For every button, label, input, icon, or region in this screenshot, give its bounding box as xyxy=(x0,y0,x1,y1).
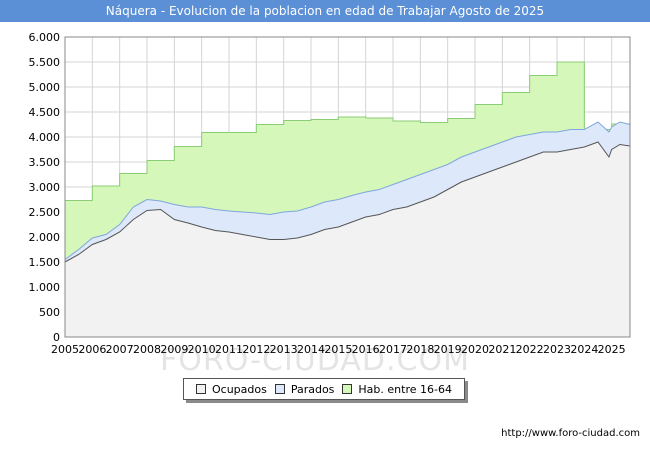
legend-label-habitantes: Hab. entre 16-64 xyxy=(358,382,452,396)
legend-item-ocupados: Ocupados xyxy=(195,382,267,396)
y-axis-ticks: 0 500 1.000 1.500 2.000 2.500 3.000 3.500 4.000 4… xyxy=(29,31,61,344)
x-tick-label: 2007 xyxy=(106,343,134,356)
x-tick-label: 2010 xyxy=(188,343,216,356)
source-url[interactable]: http://www.foro-ciudad.com xyxy=(501,428,640,439)
legend-item-parados: Parados xyxy=(274,382,335,396)
legend-swatch-ocupados xyxy=(195,384,206,394)
x-tick-label: 2009 xyxy=(160,343,188,356)
legend: Ocupados Parados Hab. entre 16-64 xyxy=(183,378,465,400)
y-tick-label: 500 xyxy=(39,306,60,319)
watermark-text: FORO-CIUDAD.COM xyxy=(160,343,470,378)
x-tick-label: 2024 xyxy=(570,343,598,356)
y-tick-label: 1.500 xyxy=(29,256,61,269)
x-tick-label: 2018 xyxy=(406,343,434,356)
y-tick-label: 4.500 xyxy=(29,106,61,119)
legend-label-parados: Parados xyxy=(290,382,335,396)
line-habitantes xyxy=(65,61,630,201)
y-tick-label: 5.500 xyxy=(29,56,61,69)
x-tick-label: 2006 xyxy=(78,343,106,356)
chart-title: Náquera - Evolucion de la poblacion en e… xyxy=(0,0,650,22)
legend-swatch-habitantes xyxy=(342,384,353,394)
x-tick-label: 2020 xyxy=(461,343,489,356)
x-tick-label: 2016 xyxy=(352,343,380,356)
x-tick-label: 2012 xyxy=(242,343,270,356)
y-tick-label: 3.000 xyxy=(29,181,61,194)
y-tick-label: 6.000 xyxy=(29,31,61,44)
x-tick-label: 2021 xyxy=(488,343,516,356)
y-tick-label: 5.000 xyxy=(29,81,61,94)
line-parados xyxy=(65,121,630,260)
line-ocupados xyxy=(65,141,630,263)
y-tick-label: 2.000 xyxy=(29,231,61,244)
x-tick-label: 2008 xyxy=(133,343,161,356)
legend-swatch-parados xyxy=(274,384,285,394)
y-tick-label: 2.500 xyxy=(29,206,61,219)
legend-item-habitantes: Hab. entre 16-64 xyxy=(342,383,452,396)
x-tick-label: 2023 xyxy=(543,343,571,356)
x-tick-label: 2022 xyxy=(516,343,544,356)
legend-label-ocupados: Ocupados xyxy=(211,382,267,396)
y-tick-label: 1.000 xyxy=(29,281,61,294)
x-tick-label: 2011 xyxy=(215,343,243,356)
series-areas xyxy=(65,61,630,337)
x-tick-label: 2014 xyxy=(297,343,325,356)
x-tick-label: 2005 xyxy=(51,343,79,356)
x-axis-ticks: 2005 2006 2007 2008 2009 2010 2011 2012 2013 2014… xyxy=(51,343,626,356)
y-tick-label: 0 xyxy=(53,331,60,344)
y-tick-label: 4.000 xyxy=(29,131,61,144)
x-tick-label: 2019 xyxy=(434,343,462,356)
x-tick-label: 2015 xyxy=(324,343,352,356)
area-ocupados xyxy=(65,142,630,337)
x-tick-label: 2017 xyxy=(379,343,407,356)
x-tick-label: 2025 xyxy=(598,343,626,356)
plot-border xyxy=(64,36,631,338)
y-tick-label: 3.500 xyxy=(29,156,61,169)
x-tick-label: 2013 xyxy=(270,343,298,356)
